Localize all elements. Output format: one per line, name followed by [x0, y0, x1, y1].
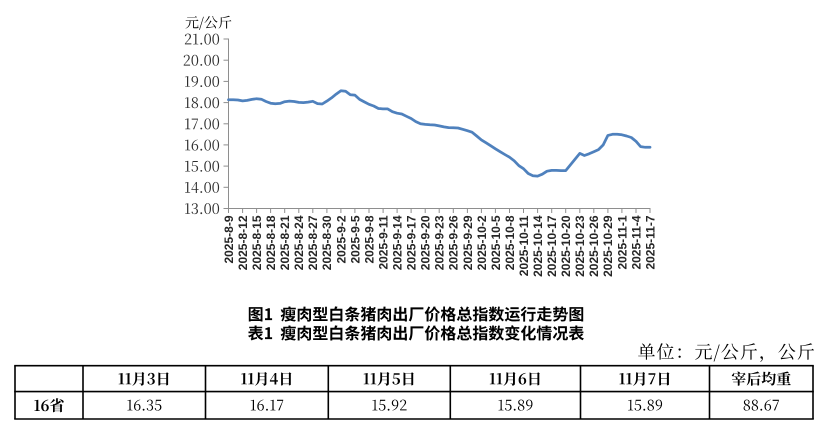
svg-text:2025-10-11: 2025-10-11 — [517, 215, 531, 276]
svg-text:2025-8-30: 2025-8-30 — [320, 215, 334, 270]
svg-text:2025-8-18: 2025-8-18 — [264, 215, 278, 270]
svg-text:2025-10-23: 2025-10-23 — [573, 215, 587, 277]
svg-text:2025-10-26: 2025-10-26 — [587, 215, 601, 277]
svg-text:2025-8-15: 2025-8-15 — [250, 215, 264, 270]
svg-text:2025-11-7: 2025-11-7 — [643, 215, 657, 269]
svg-text:2025-9-2: 2025-9-2 — [334, 215, 348, 263]
svg-text:2025-8-24: 2025-8-24 — [292, 215, 306, 270]
svg-text:2025-9-5: 2025-9-5 — [348, 215, 362, 263]
svg-text:2025-9-29: 2025-9-29 — [461, 215, 475, 270]
svg-text:2025-9-23: 2025-9-23 — [433, 215, 447, 270]
svg-text:2025-9-26: 2025-9-26 — [447, 215, 461, 270]
svg-text:2025-10-29: 2025-10-29 — [601, 215, 615, 277]
svg-text:2025-10-14: 2025-10-14 — [531, 215, 545, 277]
svg-text:2025-9-20: 2025-9-20 — [419, 215, 433, 270]
svg-text:2025-8-27: 2025-8-27 — [306, 215, 320, 270]
svg-text:2025-9-8: 2025-9-8 — [362, 215, 376, 263]
svg-text:2025-10-5: 2025-10-5 — [489, 215, 503, 270]
svg-text:2025-9-11: 2025-9-11 — [376, 215, 390, 269]
svg-text:2025-9-14: 2025-9-14 — [391, 215, 405, 270]
svg-text:2025-11-4: 2025-11-4 — [629, 215, 643, 269]
svg-text:2025-8-21: 2025-8-21 — [278, 215, 292, 270]
svg-text:2025-11-1: 2025-11-1 — [615, 215, 629, 269]
svg-text:2025-8-9: 2025-8-9 — [222, 215, 236, 263]
svg-text:2025-10-17: 2025-10-17 — [545, 215, 559, 277]
svg-text:2025-10-20: 2025-10-20 — [559, 215, 573, 277]
svg-text:2025-8-12: 2025-8-12 — [236, 215, 250, 270]
svg-text:2025-10-2: 2025-10-2 — [475, 215, 489, 270]
svg-text:2025-9-17: 2025-9-17 — [405, 215, 419, 270]
svg-text:2025-10-8: 2025-10-8 — [503, 215, 517, 270]
